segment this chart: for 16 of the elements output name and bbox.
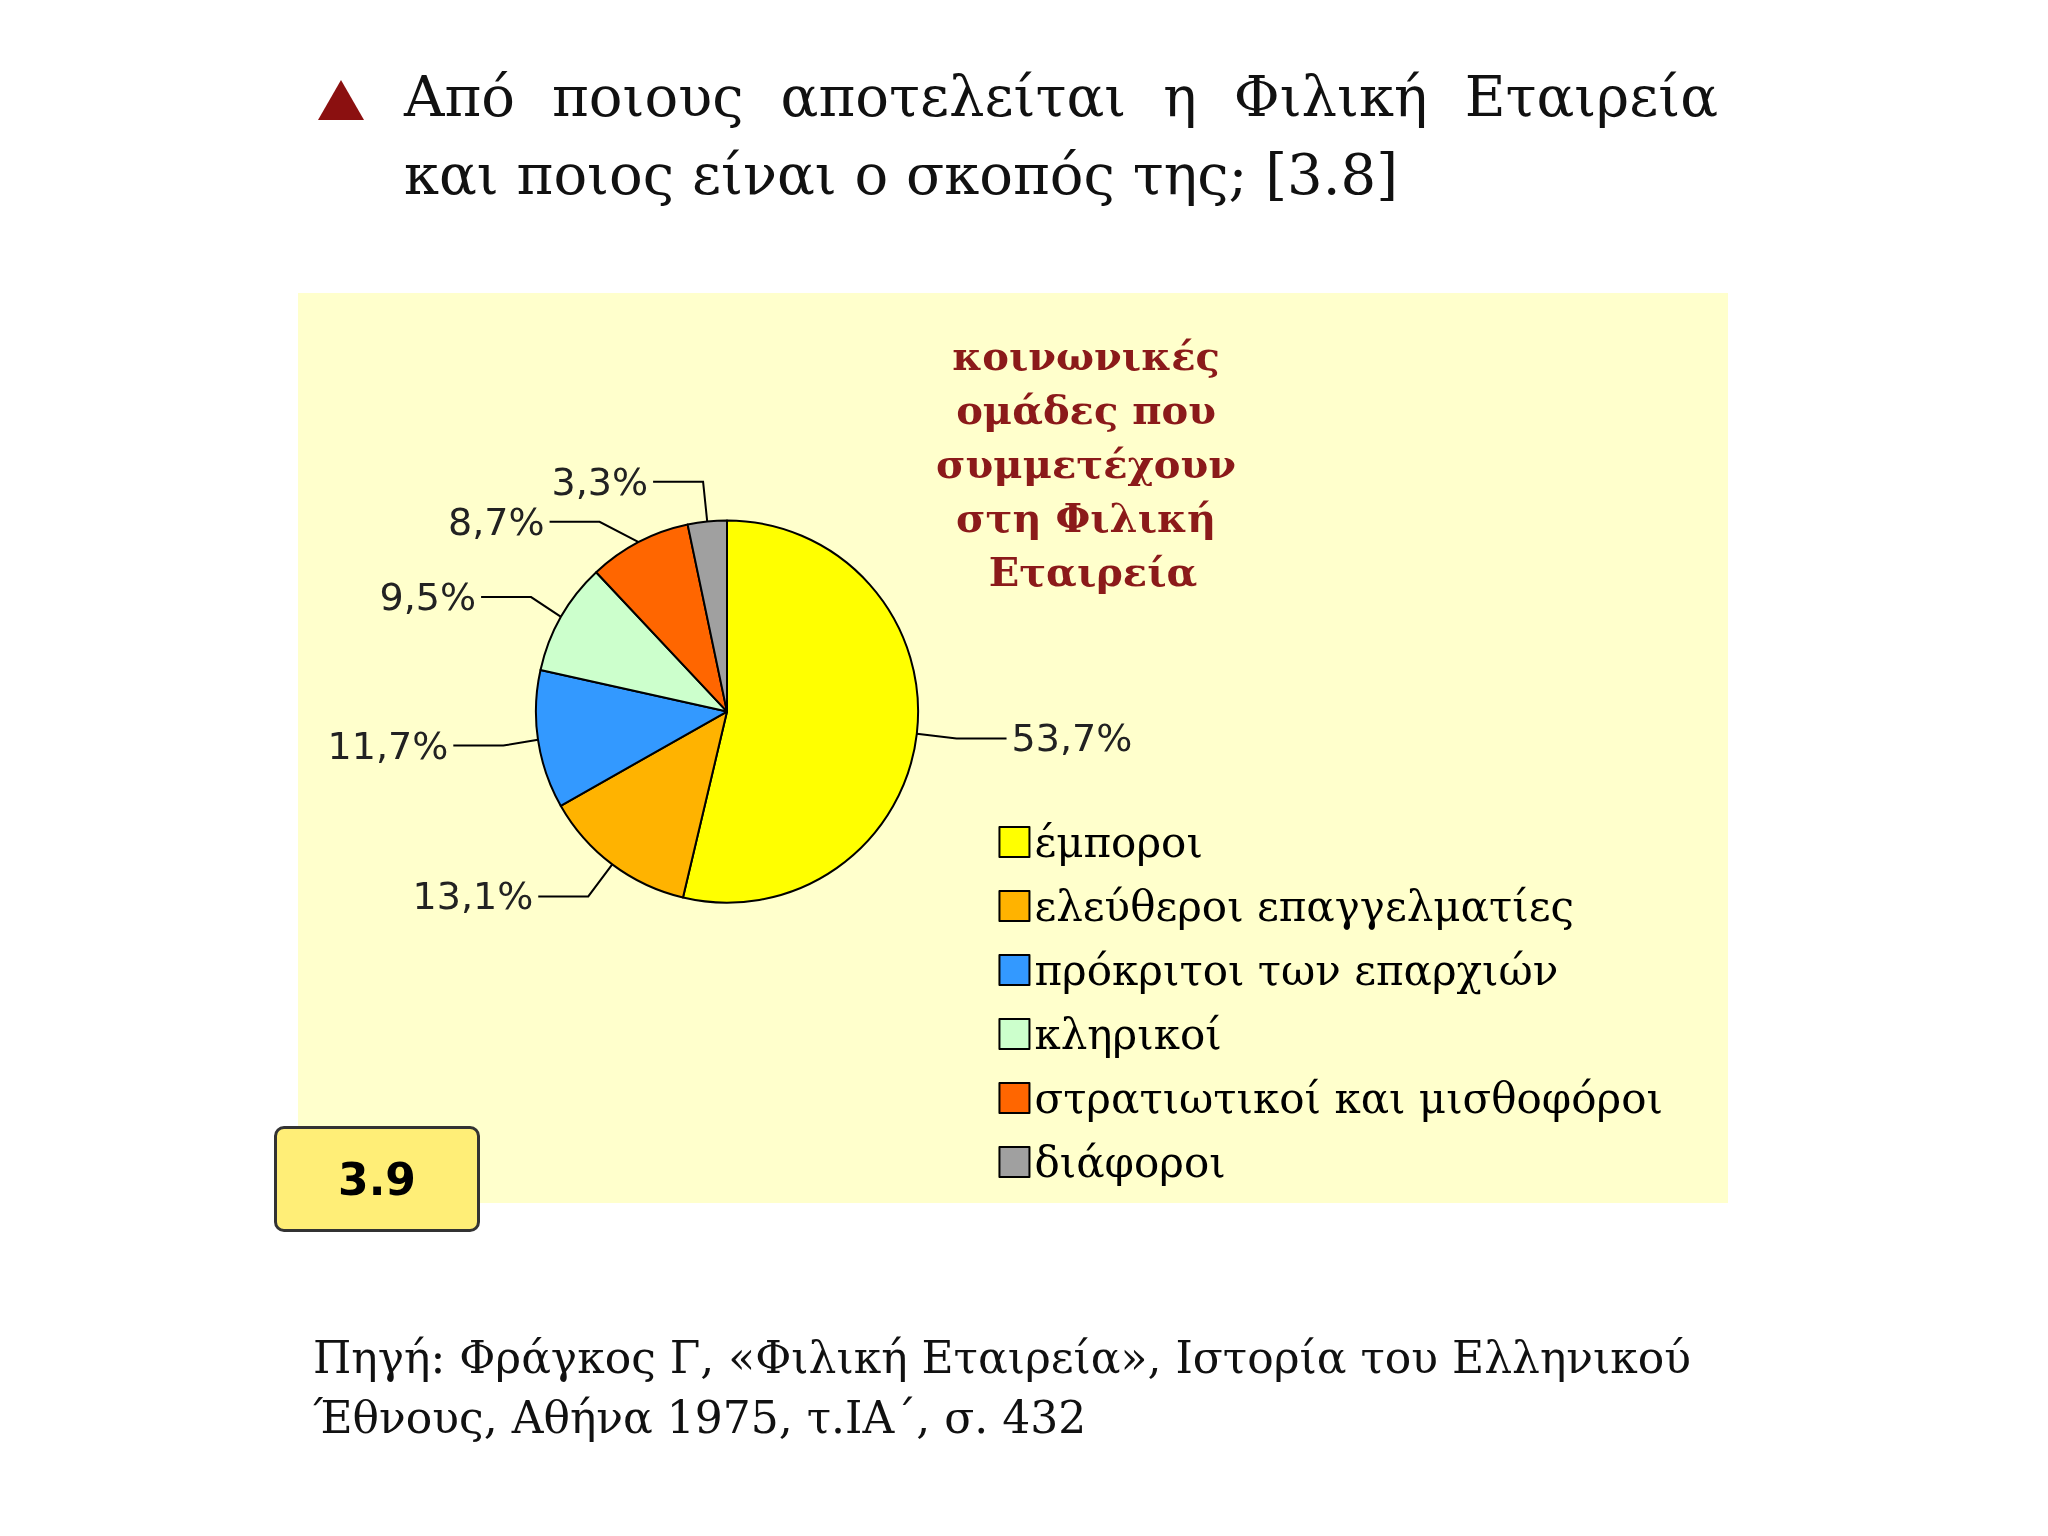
legend-label: πρόκριτοι των επαρχιών (1034, 945, 1559, 995)
data-label: 8,7% (448, 499, 545, 544)
data-label: 3,3% (551, 459, 649, 504)
legend-label: ελεύθεροι επαγγελματίες (1034, 881, 1574, 931)
legend-label: στρατιωτικοί και μισθοφόροι (1034, 1073, 1663, 1123)
legend-label: κληρικοί (1034, 1009, 1222, 1059)
chart-title: Από ποιους αποτελείται η Φιλική Εταιρεία και ποιος είναι ο σκοπός της; [3.8] (404, 63, 1718, 209)
data-label: 53,7% (1011, 716, 1133, 761)
text: 3.9 (274, 1126, 480, 1232)
legend-label: διάφοροι (1034, 1137, 1226, 1187)
text: Πηγή: Φράγκος Γ, «Φιλική Εταιρεία», Ιστορία του Ελληνικού Έθνους, Αθήνα 1975, τ.ΙΑ΄, σ. 432 (313, 1331, 1693, 1445)
legend-label: έμποροι (1034, 817, 1203, 867)
data-label: 9,5% (379, 575, 477, 620)
data-label: 11,7% (327, 723, 449, 768)
chart-subtitle: κοινωνικές ομάδες που συμμετέχουν στη Φιλική Εταιρεία (936, 331, 1250, 595)
data-label: 13,1% (412, 874, 534, 919)
